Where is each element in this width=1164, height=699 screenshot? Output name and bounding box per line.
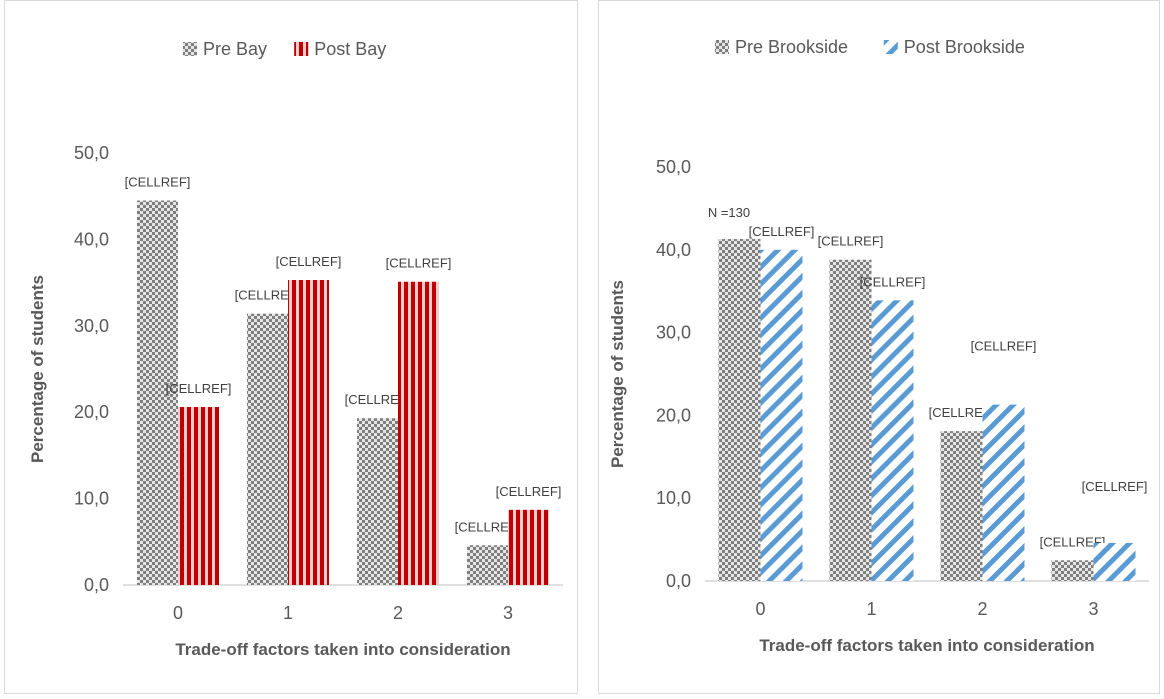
bar: [508, 509, 549, 585]
chart-panel-brookside: 0,0 10,0 20,0 30,0 40,0 50,0 [CELLREF] 0 [CELLRE…: [598, 0, 1160, 694]
bar: [760, 249, 803, 582]
chart-brookside: 0,0 10,0 20,0 30,0 40,0 50,0 [CELLREF] 0 [CELLRE…: [608, 37, 1149, 655]
bar: [940, 431, 983, 581]
x-tick-label: 2: [977, 599, 987, 619]
annotation-text: N =130: [708, 205, 750, 220]
bar: [398, 281, 439, 585]
y-tick-label: 40,0: [656, 240, 691, 260]
x-tick-label: 1: [283, 603, 293, 623]
data-label: [CELLREF]: [455, 519, 521, 534]
legend-label: Pre Brookside: [735, 37, 848, 57]
chart-panel-bay: 0,0 10,0 20,0 30,0 40,0 50,0 [CELLREF] [CELLREF…: [4, 0, 578, 694]
y-tick-label: 20,0: [656, 405, 691, 425]
y-tick-label: 50,0: [656, 157, 691, 177]
y-tick-label: 0,0: [84, 575, 109, 595]
data-label: [CELLREF]: [971, 339, 1037, 354]
data-label: [CELLREF]: [496, 484, 562, 499]
bar: [1093, 542, 1136, 581]
data-label: [CELLREF]: [1082, 479, 1148, 494]
x-tick-label: 1: [866, 599, 876, 619]
x-axis-title: Trade-off factors taken into considerati…: [175, 640, 510, 659]
y-axis-title: Percentage of students: [28, 275, 47, 463]
y-tick-label: 30,0: [74, 316, 109, 336]
legend-swatch: [883, 40, 898, 54]
y-tick-label: 0,0: [666, 571, 691, 591]
bar: [718, 239, 761, 581]
bar: [137, 200, 178, 585]
bar: [247, 313, 288, 585]
x-tick-label: 3: [503, 603, 513, 623]
data-label: [CELLREF]: [749, 224, 815, 239]
x-tick-label: 0: [173, 603, 183, 623]
data-label: [CELLREF]: [125, 175, 191, 190]
data-label: [CELLREF]: [860, 274, 926, 289]
data-label: [CELLREF]: [1040, 534, 1106, 549]
y-tick-label: 10,0: [74, 489, 109, 509]
bar: [178, 407, 219, 585]
legend-label: Pre Bay: [203, 39, 267, 59]
x-tick-label: 2: [393, 603, 403, 623]
y-axis-title: Percentage of students: [608, 280, 627, 468]
x-axis-title: Trade-off factors taken into considerati…: [759, 636, 1094, 655]
data-label: [CELLREF]: [818, 234, 884, 249]
chart-bay: 0,0 10,0 20,0 30,0 40,0 50,0 [CELLREF] [CELLREF…: [28, 39, 563, 659]
legend-swatch: [715, 40, 729, 54]
data-label: [CELLREF]: [929, 405, 995, 420]
legend-label: Post Bay: [314, 39, 386, 59]
x-tick-label: 0: [755, 599, 765, 619]
bar: [982, 404, 1025, 581]
bar: [871, 300, 914, 581]
bar: [829, 259, 872, 581]
y-tick-label: 40,0: [74, 229, 109, 249]
legend-swatch: [183, 42, 197, 56]
y-tick-label: 20,0: [74, 402, 109, 422]
data-label: [CELLREF]: [345, 392, 411, 407]
legend-label: Post Brookside: [904, 37, 1025, 57]
legend-swatch: [294, 42, 309, 56]
y-tick-label: 50,0: [74, 143, 109, 163]
data-label: [CELLREF]: [276, 254, 342, 269]
x-tick-label: 3: [1088, 599, 1098, 619]
data-label: [CELLREF]: [166, 381, 232, 396]
bar: [357, 418, 398, 585]
bar: [288, 280, 329, 585]
data-label: [CELLREF]: [386, 256, 452, 271]
y-tick-label: 10,0: [656, 488, 691, 508]
bar: [467, 545, 508, 585]
bar: [1051, 560, 1094, 581]
data-label: [CELLREF]: [235, 288, 301, 303]
y-tick-label: 30,0: [656, 323, 691, 343]
